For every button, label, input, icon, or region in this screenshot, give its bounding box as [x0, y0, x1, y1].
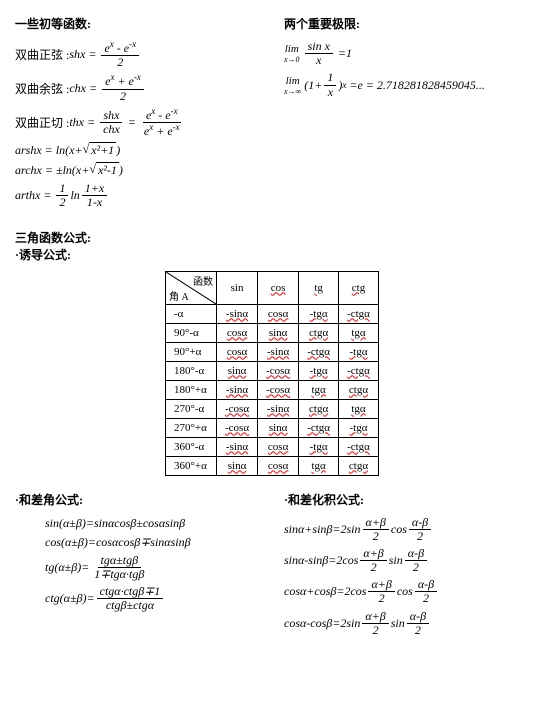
table-cell-angle: 270°+α: [166, 418, 217, 437]
table-cell-value: -ctgα: [299, 342, 339, 361]
table-cell-value: -cosα: [258, 361, 299, 380]
formula-sin-minus-sin: sinα-sinβ = 2cosα+β2sinα-β2: [284, 547, 533, 574]
table-cell-angle: 90°+α: [166, 342, 217, 361]
table-cell-angle: 180°+α: [166, 380, 217, 399]
table-cell-value: ctgα: [339, 456, 379, 475]
table-cell-value: sinα: [258, 418, 299, 437]
table-cell-value: tgα: [339, 399, 379, 418]
chx-symbol: chx: [69, 81, 86, 96]
table-row: 180°-αsinα-cosα-tgα-ctgα: [166, 361, 379, 380]
table-row: 180°+α-sinα-cosαtgαctgα: [166, 380, 379, 399]
table-cell-value: -tgα: [299, 437, 339, 456]
table-cell-value: -sinα: [217, 380, 258, 399]
heading-induction-formulas: ·诱导公式:: [15, 246, 533, 263]
table-cell-value: -ctgα: [339, 361, 379, 380]
table-row: 270°+α-cosαsinα-ctgα-tgα: [166, 418, 379, 437]
heading-important-limits: 两个重要极限:: [284, 15, 533, 32]
formula-shx: 双曲正弦 :shx = ex - e-x2: [15, 40, 264, 69]
shx-symbol: shx: [69, 47, 85, 62]
label-chx: 双曲余弦 :: [15, 80, 69, 97]
heading-sum-diff-angle: ·和差角公式:: [15, 491, 264, 508]
table-cell-value: -sinα: [217, 437, 258, 456]
table-cell-value: cosα: [217, 323, 258, 342]
table-row: 360°+αsinαcosαtgαctgα: [166, 456, 379, 475]
table-cell-value: tgα: [339, 323, 379, 342]
table-cell-value: -sinα: [258, 342, 299, 361]
formula-cos-plus-cos: cosα+cosβ = 2cosα+β2cosα-β2: [284, 578, 533, 605]
table-header-ctg: ctg: [339, 271, 379, 304]
induction-table: 函数 角 A sin cos tg ctg -α-sinαcosα-tgα-ct…: [165, 271, 379, 476]
table-cell-value: ctgα: [299, 323, 339, 342]
table-header-tg: tg: [299, 271, 339, 304]
table-cell-value: -cosα: [217, 418, 258, 437]
table-row: 270°-α-cosα-sinαctgαtgα: [166, 399, 379, 418]
table-row: -α-sinαcosα-tgα-ctgα: [166, 304, 379, 323]
table-header-cos: cos: [258, 271, 299, 304]
table-cell-value: -sinα: [258, 399, 299, 418]
formula-limit-e: limx→∞ (1+1x)x = e = 2.718281828459045..…: [284, 71, 533, 98]
thx-symbol: thx: [69, 115, 84, 130]
formula-arshx: arshx = ln(x + √x²+1): [15, 142, 264, 158]
table-cell-value: -ctgα: [299, 418, 339, 437]
table-row: 90°+αcosα-sinα-ctgα-tgα: [166, 342, 379, 361]
table-cell-value: -ctgα: [339, 304, 379, 323]
table-cell-value: -tgα: [299, 304, 339, 323]
formula-cos-minus-cos: cosα-cosβ = 2sinα+β2sinα-β2: [284, 610, 533, 637]
table-cell-value: -tgα: [339, 342, 379, 361]
table-cell-value: -sinα: [217, 304, 258, 323]
formula-sin-sum: sin(α±β) = sinαcosβ±cosαsinβ: [15, 516, 264, 531]
table-cell-value: -ctgα: [339, 437, 379, 456]
table-cell-value: -tgα: [339, 418, 379, 437]
table-row: 360°-α-sinαcosα-tgα-ctgα: [166, 437, 379, 456]
formula-arthx: arthx = 12ln1+x1-x: [15, 182, 264, 209]
table-cell-value: -cosα: [258, 380, 299, 399]
heading-elementary-functions: 一些初等函数:: [15, 15, 264, 32]
formula-limit-sinx: limx→0 sin xx = 1: [284, 40, 533, 67]
table-cell-value: sinα: [258, 323, 299, 342]
label-thx: 双曲正切 :: [15, 114, 69, 131]
table-cell-value: cosα: [258, 437, 299, 456]
table-cell-value: ctgα: [339, 380, 379, 399]
heading-trig-formulas: 三角函数公式:: [15, 229, 533, 246]
heading-sum-to-product: ·和差化积公式:: [284, 491, 533, 508]
formula-thx: 双曲正切 :thx = shxchx = ex - e-xex + e-x: [15, 107, 264, 138]
formula-sin-plus-sin: sinα+sinβ = 2sinα+β2cosα-β2: [284, 516, 533, 543]
formula-tg-sum: tg(α±β) = tgα±tgβ1∓tgα·tgβ: [15, 554, 264, 581]
table-header-function: 函数: [193, 273, 213, 288]
table-cell-value: ctgα: [299, 399, 339, 418]
formula-ctg-sum: ctg(α±β) = ctgα·ctgβ∓1ctgβ±ctgα: [15, 585, 264, 612]
table-header-angle: 角 A: [169, 288, 189, 303]
table-cell-value: tgα: [299, 456, 339, 475]
table-header-diagonal: 函数 角 A: [166, 271, 217, 304]
table-cell-angle: 360°-α: [166, 437, 217, 456]
table-header-sin: sin: [217, 271, 258, 304]
table-cell-value: cosα: [258, 304, 299, 323]
table-cell-angle: 180°-α: [166, 361, 217, 380]
table-cell-value: sinα: [217, 456, 258, 475]
table-cell-value: -tgα: [299, 361, 339, 380]
table-cell-value: sinα: [217, 361, 258, 380]
table-row: 90°-αcosαsinαctgαtgα: [166, 323, 379, 342]
formula-archx: archx = ±ln(x + √x²-1): [15, 162, 264, 178]
table-cell-value: cosα: [217, 342, 258, 361]
formula-cos-sum: cos(α±β) = cosαcosβ∓sinαsinβ: [15, 535, 264, 550]
formula-chx: 双曲余弦 :chx = ex + e-x2: [15, 73, 264, 102]
table-cell-angle: -α: [166, 304, 217, 323]
table-cell-value: tgα: [299, 380, 339, 399]
table-cell-value: cosα: [258, 456, 299, 475]
table-cell-value: -cosα: [217, 399, 258, 418]
table-cell-angle: 270°-α: [166, 399, 217, 418]
table-cell-angle: 360°+α: [166, 456, 217, 475]
label-shx: 双曲正弦 :: [15, 46, 69, 63]
table-cell-angle: 90°-α: [166, 323, 217, 342]
